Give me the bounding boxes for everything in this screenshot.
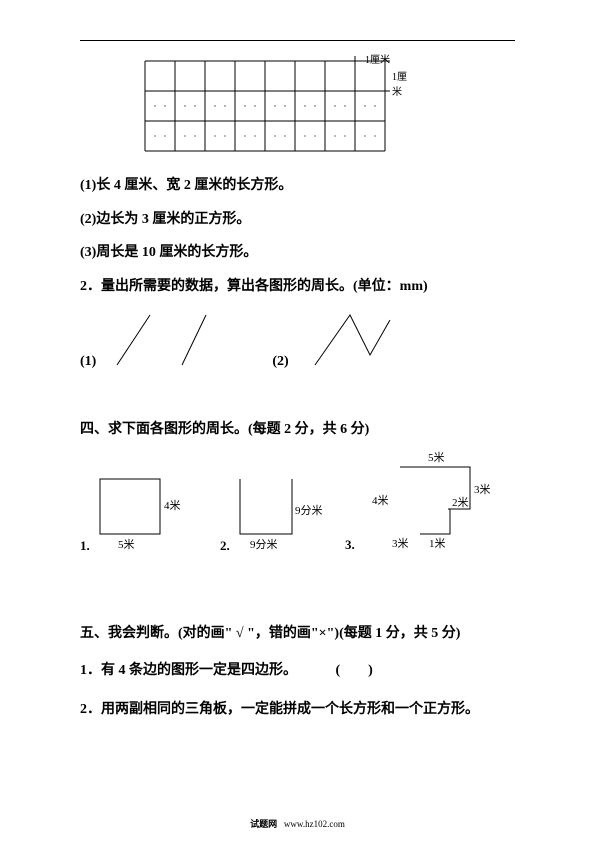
judge-2: 2．用两副相同的三角板，一定能拼成一个长方形和一个正方形。	[80, 697, 515, 722]
section-4-title: 四、求下面各图形的周长。(每题 2 分，共 6 分)	[80, 420, 515, 440]
svg-text:1米: 1米	[429, 537, 446, 550]
svg-text:5米: 5米	[428, 451, 445, 464]
footer-url: www.hz102.com	[284, 819, 345, 829]
measure-shape-1	[102, 310, 252, 370]
u-num: 2.	[220, 538, 230, 553]
footer-label: 试题网	[250, 819, 277, 829]
judge-1-text: 1．有 4 条边的图形一定是四边形。	[80, 663, 297, 678]
shape-u: 9分米 9分米 2.	[220, 454, 330, 564]
u-label-right: 9分米	[295, 504, 323, 517]
item-3: (3)周长是 10 厘米的长方形。	[80, 243, 515, 263]
svg-text:3米: 3米	[474, 483, 491, 496]
question-2: 2．量出所需要的数据，算出各图形的周长。(单位：mm)	[80, 277, 515, 297]
measure-label-2: (2)	[272, 354, 288, 370]
measure-shape-2	[295, 310, 415, 370]
section-5-title: 五、我会判断。(对的画" √ "，错的画"×")(每题 1 分，共 5 分)	[80, 624, 515, 644]
sq-label-right: 4米	[164, 499, 181, 512]
shape-step: 5米 4米 3米 2米 1米 3米 3.	[340, 449, 510, 564]
page-rule	[80, 40, 515, 41]
svg-text:3.: 3.	[345, 537, 355, 552]
grid-label-top: 1厘米	[365, 51, 390, 66]
grid-svg	[140, 56, 390, 154]
grid-label-right: 1厘米	[392, 68, 410, 98]
shapes-row: 4米 5米 1. 9分米 9分米 2. 5米 4米 3米 2米 1米 3米 3.	[80, 454, 515, 564]
grid-figure: 1厘米 1厘米	[140, 56, 410, 156]
sq-label-bottom: 5米	[118, 538, 135, 551]
judge-1: 1．有 4 条边的图形一定是四边形。 ( )	[80, 658, 515, 683]
u-label-bottom: 9分米	[250, 538, 278, 551]
item-2: (2)边长为 3 厘米的正方形。	[80, 210, 515, 230]
judge-1-paren: ( )	[336, 663, 373, 678]
measure-label-1: (1)	[80, 354, 96, 370]
measure-row: (1) (2)	[80, 310, 515, 370]
footer: 试题网 www.hz102.com	[0, 817, 595, 830]
item-1: (1)长 4 厘米、宽 2 厘米的长方形。	[80, 176, 515, 196]
sq-num: 1.	[80, 538, 90, 553]
shape-square: 4米 5米 1.	[80, 454, 190, 564]
svg-text:4米: 4米	[372, 494, 389, 507]
svg-text:2米: 2米	[452, 496, 469, 509]
svg-text:3米: 3米	[392, 537, 409, 550]
